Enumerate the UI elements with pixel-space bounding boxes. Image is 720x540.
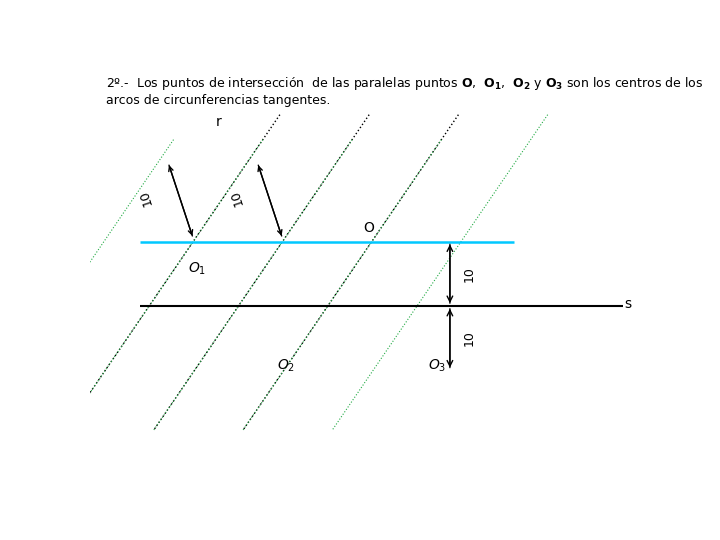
- Text: s: s: [624, 298, 631, 311]
- Text: $O_3$: $O_3$: [428, 358, 446, 374]
- Text: 10: 10: [462, 330, 475, 346]
- Text: 10: 10: [462, 266, 475, 282]
- Text: arcos de circunferencias tangentes.: arcos de circunferencias tangentes.: [106, 94, 330, 107]
- Text: 10: 10: [228, 188, 246, 207]
- Text: 10: 10: [138, 188, 155, 207]
- Text: $O_2$: $O_2$: [277, 358, 295, 374]
- Text: r: r: [215, 115, 221, 129]
- Text: $O_1$: $O_1$: [188, 260, 206, 276]
- Text: 2º.-  Los puntos de intersección  de las paralelas puntos $\mathbf{O}$,  $\mathb: 2º.- Los puntos de intersección de las p…: [106, 75, 703, 92]
- Text: O: O: [364, 221, 374, 235]
